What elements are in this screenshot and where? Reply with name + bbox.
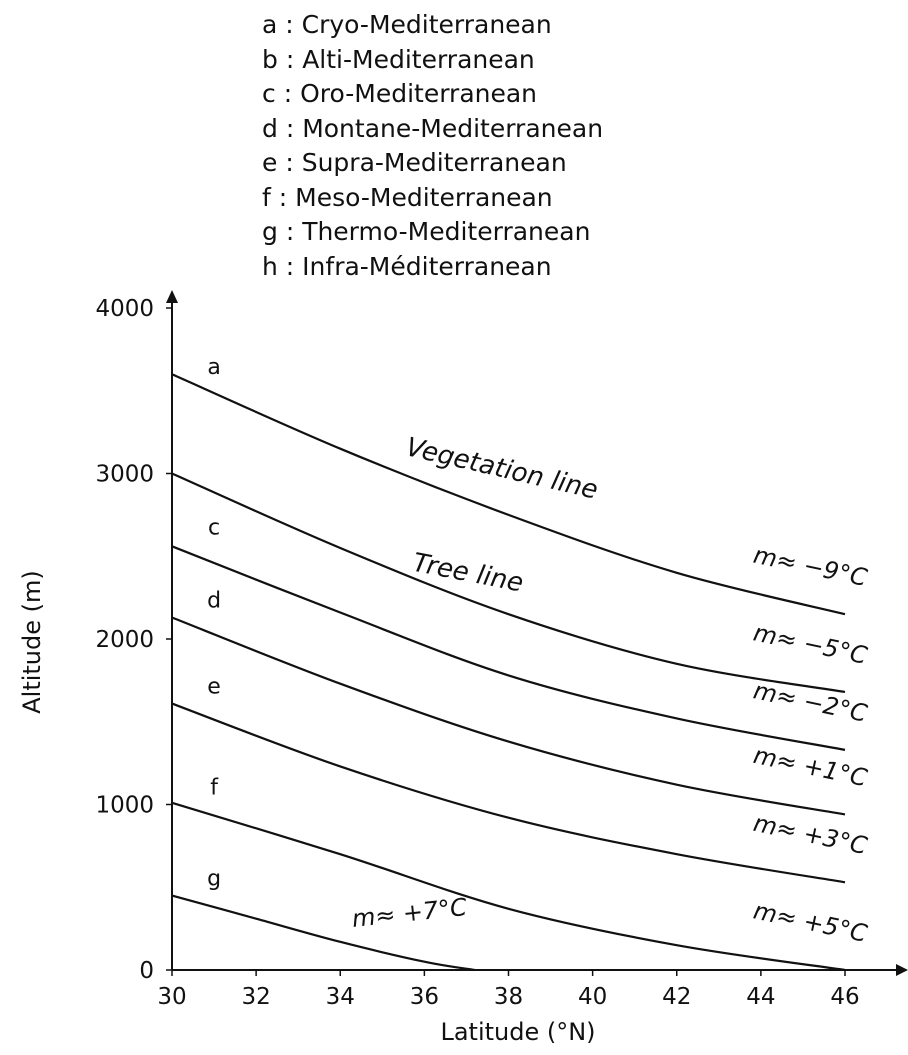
curve-label: m≈ −9°C: [751, 541, 870, 592]
zone-label-c: c: [208, 516, 220, 541]
x-axis-label: Latitude (°N): [440, 1018, 595, 1046]
x-tick-label: 32: [241, 984, 270, 1010]
curve-label: m≈ −5°C: [751, 618, 870, 669]
curve-label: m≈ +5°C: [751, 897, 870, 948]
zone-label-g: g: [207, 867, 221, 892]
curve-label: m≈ +1°C: [751, 741, 870, 792]
zone-label-f: f: [210, 776, 219, 801]
x-axis-arrow: [896, 964, 908, 976]
x-tick-label: 42: [662, 984, 691, 1010]
y-tick-label: 4000: [95, 296, 154, 322]
x-tick-label: 40: [578, 984, 607, 1010]
x-tick-label: 34: [326, 984, 355, 1010]
y-tick-label: 0: [139, 958, 154, 984]
boundary-label: Tree line: [410, 548, 525, 599]
x-tick-label: 44: [746, 984, 775, 1010]
boundary-label: Vegetation line: [403, 432, 601, 505]
x-tick-label: 46: [830, 984, 859, 1010]
zone-label-a: a: [207, 355, 220, 380]
y-axis-arrow: [166, 290, 178, 303]
zone-label-d: d: [207, 589, 221, 614]
curve-label: m≈ +3°C: [751, 809, 870, 860]
zone-label-e: e: [207, 675, 221, 700]
y-axis-label: Altitude (m): [18, 570, 46, 714]
series-line: [172, 803, 845, 970]
series-line: [172, 617, 845, 814]
y-tick-label: 1000: [95, 793, 154, 819]
x-tick-label: 38: [494, 984, 523, 1010]
x-tick-label: 30: [157, 984, 186, 1010]
y-tick-label: 3000: [95, 462, 154, 488]
curve-label: m≈ −2°C: [751, 676, 870, 727]
x-tick-label: 36: [410, 984, 439, 1010]
y-tick-label: 2000: [95, 627, 154, 653]
labels: m≈ −9°C Vegetation line m≈ −5°C Tree line m≈…: [207, 355, 870, 948]
curve-label: m≈ +7°C: [351, 893, 469, 933]
series-line: [172, 704, 845, 883]
